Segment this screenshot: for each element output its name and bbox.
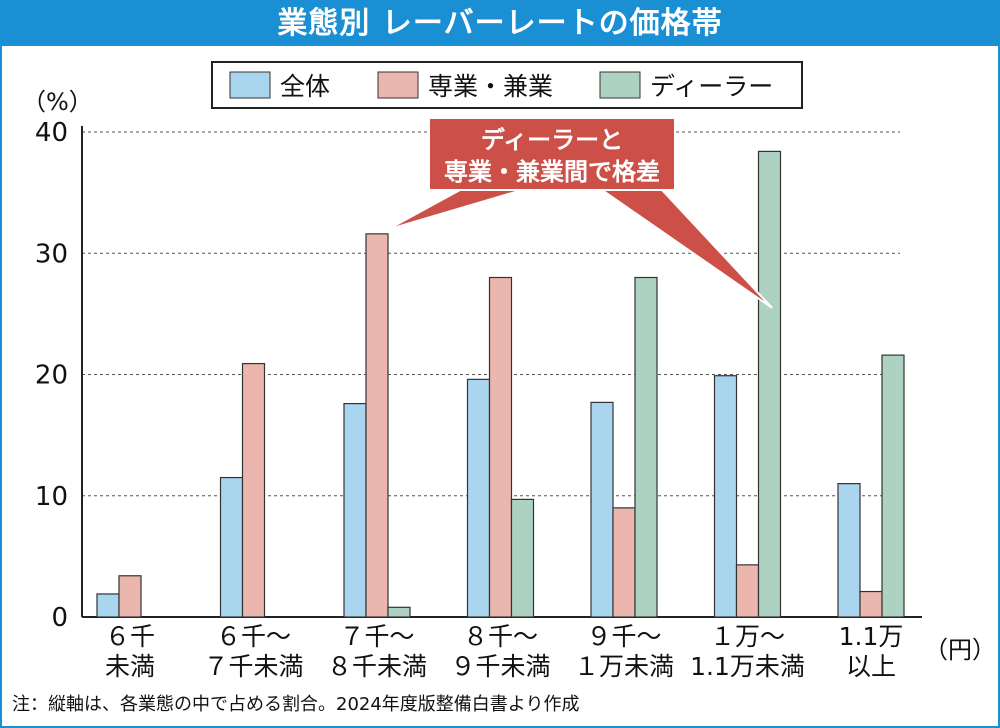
bar-all <box>96 593 120 618</box>
x-tick-label: ７千～ <box>339 622 414 651</box>
y-tick-label: 30 <box>35 239 68 269</box>
bar-dealer <box>510 498 535 618</box>
x-tick-label: ９千未満 <box>450 652 550 681</box>
legend-swatch-dealer <box>599 71 641 99</box>
legend-label-dealer: ディーラー <box>650 72 773 101</box>
legend-box <box>211 61 803 109</box>
legend-label-specialist: 専業・兼業 <box>428 72 553 101</box>
bar-all <box>837 483 861 618</box>
x-tick-label: 以上 <box>846 652 896 681</box>
callout-text-line1: ディーラーと <box>481 126 623 154</box>
bar-specialist <box>735 564 760 618</box>
x-tick-label: １万未満 <box>574 652 674 681</box>
x-tick-label: 1.1万未満 <box>690 652 805 681</box>
bar-specialist <box>859 590 883 618</box>
y-tick-label: 40 <box>35 118 68 148</box>
bar-specialist <box>612 507 636 618</box>
x-tick-label: 未満 <box>105 652 155 681</box>
bar-all <box>466 378 491 618</box>
bar-all <box>713 375 738 618</box>
x-tick-label: １万～ <box>710 622 785 651</box>
x-tick-label: ７千未満 <box>203 652 303 681</box>
callout-pointer-right <box>598 189 773 309</box>
x-tick-label: ８千～ <box>463 622 538 651</box>
bar-all <box>590 401 614 618</box>
chart-title: 業態別 レーバーレートの価格帯 <box>2 2 998 46</box>
bar-specialist <box>365 233 389 618</box>
callout-text-line2: 専業・兼業間で格差 <box>444 158 660 186</box>
callout-box <box>428 117 676 191</box>
bar-dealer <box>387 606 411 618</box>
y-tick-label: 20 <box>35 361 68 391</box>
bar-dealer <box>634 276 658 618</box>
x-tick-label: 1.1万 <box>839 622 904 651</box>
bar-all <box>219 476 244 618</box>
bar-dealer <box>757 150 782 618</box>
x-axis-label: （円） <box>924 636 996 664</box>
x-tick-label: ６千 <box>105 622 155 651</box>
legend-label-all: 全体 <box>280 72 330 101</box>
bar-dealer <box>881 354 905 618</box>
bar-specialist <box>118 575 142 618</box>
bar-specialist <box>241 362 266 618</box>
callout-pointer-left <box>386 189 523 231</box>
y-tick-label: 0 <box>51 603 68 633</box>
y-tick-label: 10 <box>35 482 68 512</box>
y-axis-label: （%） <box>22 88 93 116</box>
footnote: 注：縦軸は、各業態の中で占める割合。2024年度版整備白書より作成 <box>12 694 580 715</box>
x-tick-label: ６千～ <box>216 622 291 651</box>
bar-specialist <box>488 276 513 618</box>
x-tick-label: ８千未満 <box>327 652 427 681</box>
bar-all <box>343 403 367 618</box>
legend-swatch-all <box>229 71 271 99</box>
legend-swatch-specialist <box>377 71 419 99</box>
x-tick-label: ９千～ <box>586 622 661 651</box>
